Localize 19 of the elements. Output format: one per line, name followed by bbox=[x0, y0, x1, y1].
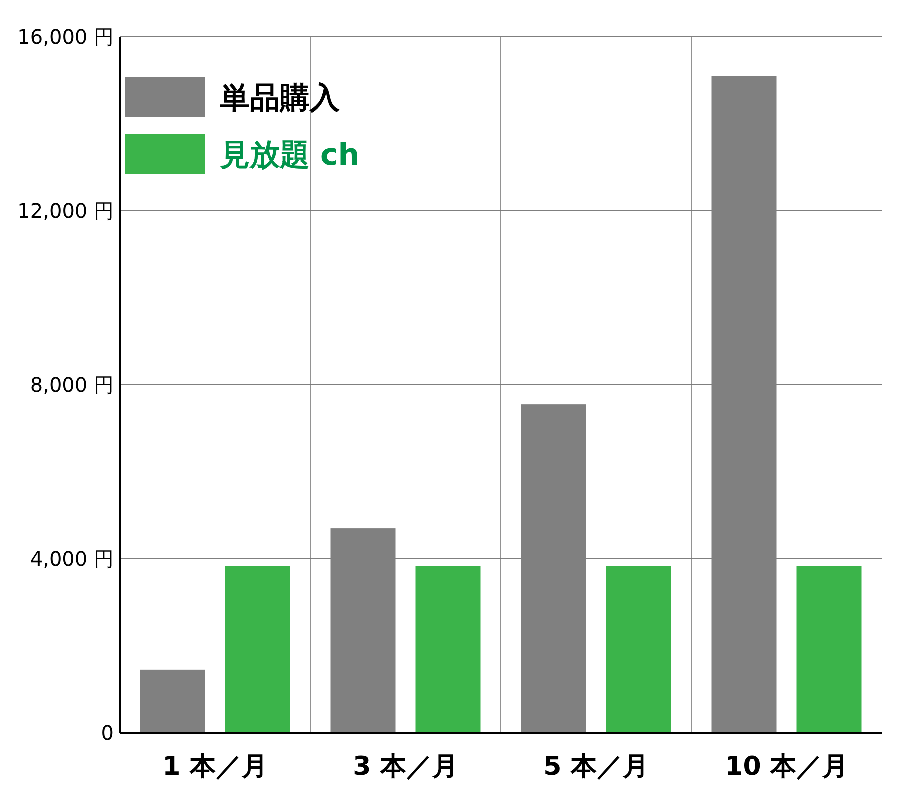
y-tick-label: 16,000 円 bbox=[18, 25, 114, 49]
x-tick-label: 10 本／月 bbox=[725, 752, 848, 782]
x-tick-label: 1 本／月 bbox=[162, 752, 268, 782]
bar bbox=[140, 670, 206, 733]
legend-label: 単品購入 bbox=[220, 81, 341, 116]
y-tick-label: 8,000 円 bbox=[30, 373, 114, 397]
y-tick-label: 4,000 円 bbox=[30, 547, 114, 571]
bar bbox=[712, 76, 777, 733]
bar bbox=[796, 566, 862, 733]
legend-label: 見放題 ch bbox=[219, 138, 360, 173]
bar bbox=[416, 566, 481, 733]
y-tick-label: 12,000 円 bbox=[18, 199, 114, 223]
bar bbox=[225, 566, 290, 733]
x-tick-label: 3 本／月 bbox=[353, 752, 458, 782]
y-tick-label: 0 bbox=[101, 721, 114, 745]
x-tick-label: 5 本／月 bbox=[544, 752, 649, 782]
bar bbox=[521, 404, 586, 733]
bar bbox=[330, 528, 396, 733]
bar bbox=[606, 566, 672, 733]
